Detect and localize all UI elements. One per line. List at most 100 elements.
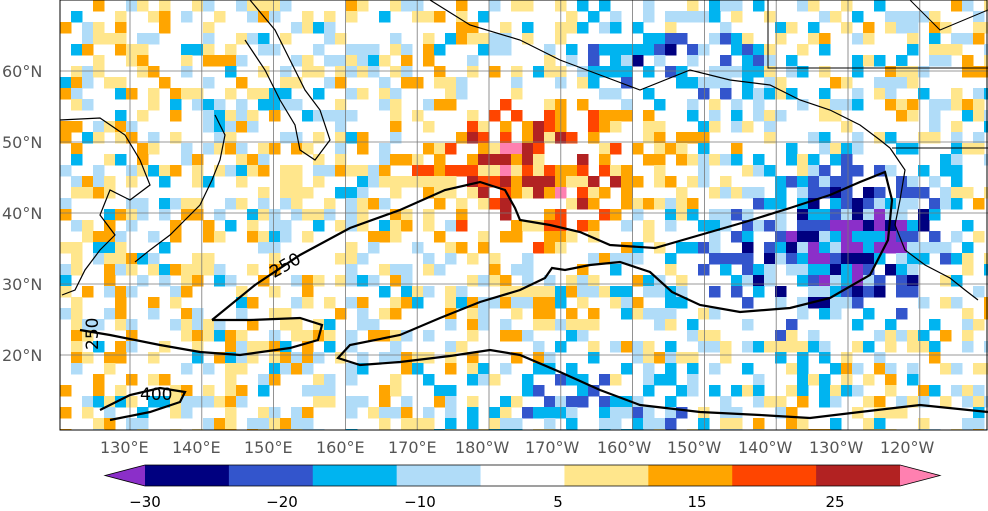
anomaly-cell bbox=[291, 99, 303, 111]
anomaly-cell bbox=[115, 231, 127, 243]
anomaly-cell bbox=[775, 176, 787, 188]
anomaly-cell bbox=[687, 110, 699, 122]
anomaly-cell bbox=[60, 198, 72, 210]
anomaly-cell bbox=[170, 88, 182, 100]
anomaly-cell bbox=[852, 209, 864, 221]
anomaly-cell bbox=[951, 143, 963, 155]
anomaly-cell bbox=[467, 363, 479, 375]
anomaly-cell bbox=[148, 253, 160, 265]
anomaly-cell bbox=[797, 187, 809, 199]
anomaly-cell bbox=[775, 407, 787, 419]
anomaly-cell bbox=[126, 341, 138, 353]
anomaly-cell bbox=[467, 55, 479, 67]
anomaly-cell bbox=[973, 110, 985, 122]
anomaly-cell bbox=[588, 66, 600, 78]
anomaly-cell bbox=[324, 319, 336, 331]
anomaly-cell bbox=[808, 209, 820, 221]
anomaly-cell bbox=[852, 319, 864, 331]
anomaly-cell bbox=[665, 363, 677, 375]
anomaly-cell bbox=[577, 99, 589, 111]
anomaly-cell bbox=[885, 374, 897, 386]
anomaly-cell bbox=[115, 297, 127, 309]
lon-label-130w: 130°W bbox=[809, 438, 864, 457]
anomaly-cell bbox=[269, 308, 281, 320]
anomaly-cell bbox=[874, 352, 886, 364]
anomaly-cell bbox=[203, 33, 215, 45]
anomaly-cell bbox=[610, 297, 622, 309]
anomaly-cell bbox=[500, 418, 512, 430]
anomaly-cell bbox=[533, 286, 545, 298]
anomaly-cell bbox=[390, 341, 402, 353]
anomaly-cell bbox=[93, 253, 105, 265]
anomaly-cell bbox=[819, 374, 831, 386]
anomaly-cell bbox=[247, 110, 259, 122]
anomaly-cell bbox=[830, 176, 842, 188]
anomaly-cell bbox=[566, 396, 578, 408]
colorbar-outline bbox=[103, 464, 942, 487]
anomaly-cell bbox=[511, 308, 523, 320]
anomaly-cell bbox=[346, 242, 358, 254]
anomaly-cell bbox=[797, 242, 809, 254]
anomaly-cell bbox=[379, 55, 391, 67]
anomaly-cell bbox=[500, 99, 512, 111]
anomaly-cell bbox=[731, 44, 743, 56]
anomaly-cell bbox=[522, 121, 534, 133]
anomaly-cell bbox=[786, 231, 798, 243]
anomaly-cell bbox=[280, 341, 292, 353]
anomaly-cell bbox=[533, 242, 545, 254]
anomaly-cell bbox=[346, 165, 358, 177]
anomaly-cell bbox=[940, 154, 952, 166]
anomaly-cell bbox=[368, 176, 380, 188]
anomaly-cell bbox=[214, 330, 226, 342]
colorbar-segment bbox=[732, 465, 817, 486]
anomaly-cell bbox=[830, 297, 842, 309]
anomaly-cell bbox=[896, 253, 908, 265]
anomaly-cell bbox=[280, 187, 292, 199]
anomaly-cell bbox=[951, 154, 963, 166]
anomaly-cell bbox=[60, 407, 72, 419]
anomaly-cell bbox=[313, 176, 325, 188]
anomaly-cell bbox=[291, 209, 303, 221]
anomaly-cell bbox=[797, 297, 809, 309]
anomaly-cell bbox=[445, 286, 457, 298]
anomaly-cell bbox=[863, 286, 875, 298]
anomaly-cell bbox=[269, 209, 281, 221]
anomaly-cell bbox=[269, 99, 281, 111]
anomaly-cell bbox=[203, 44, 215, 56]
anomaly-cell bbox=[852, 363, 864, 375]
anomaly-cell bbox=[643, 418, 655, 430]
anomaly-cell bbox=[280, 352, 292, 364]
anomaly-cell bbox=[225, 275, 237, 287]
anomaly-cell bbox=[137, 55, 149, 67]
anomaly-cell bbox=[324, 22, 336, 34]
anomaly-cell bbox=[500, 396, 512, 408]
anomaly-cell bbox=[302, 22, 314, 34]
anomaly-cell bbox=[500, 22, 512, 34]
anomaly-cell bbox=[346, 341, 358, 353]
anomaly-cell bbox=[489, 176, 501, 188]
anomaly-cell bbox=[709, 385, 721, 397]
anomaly-cell bbox=[126, 374, 138, 386]
anomaly-cell bbox=[643, 121, 655, 133]
anomaly-cell bbox=[104, 209, 116, 221]
anomaly-cell bbox=[489, 253, 501, 265]
anomaly-cell bbox=[940, 275, 952, 287]
anomaly-cell bbox=[786, 242, 798, 254]
anomaly-cell bbox=[401, 352, 413, 364]
anomaly-cell bbox=[841, 99, 853, 111]
anomaly-cell bbox=[566, 22, 578, 34]
anomaly-cell bbox=[71, 341, 83, 353]
anomaly-cell bbox=[478, 33, 490, 45]
anomaly-cell bbox=[588, 220, 600, 232]
anomaly-cell bbox=[797, 396, 809, 408]
anomaly-cell bbox=[269, 407, 281, 419]
anomaly-cell bbox=[984, 264, 988, 276]
anomaly-cell bbox=[434, 396, 446, 408]
anomaly-cell bbox=[258, 143, 270, 155]
anomaly-cell bbox=[841, 77, 853, 89]
anomaly-cell bbox=[115, 88, 127, 100]
anomaly-cell bbox=[544, 319, 556, 331]
anomaly-cell bbox=[841, 176, 853, 188]
anomaly-cell bbox=[907, 99, 919, 111]
anomaly-cell bbox=[599, 187, 611, 199]
